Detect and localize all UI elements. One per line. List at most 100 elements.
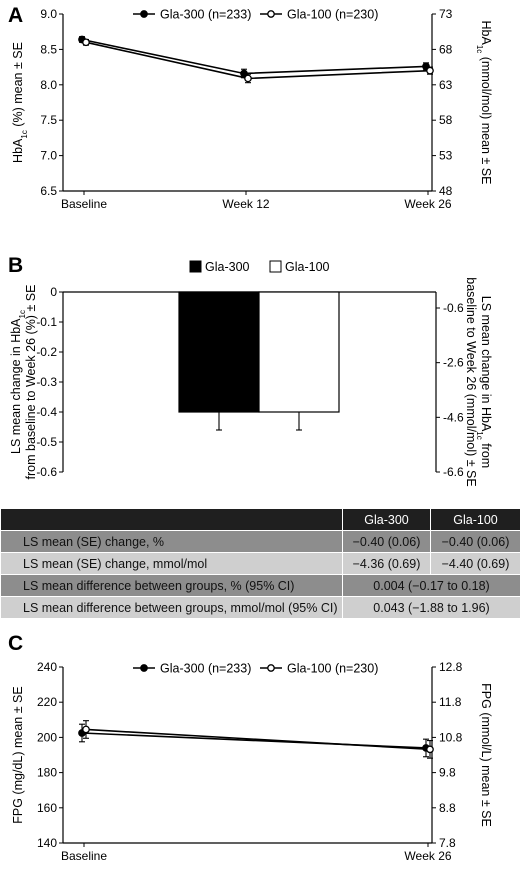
table-row-label: LS mean (SE) change, mmol/mol bbox=[0, 552, 343, 575]
bar-gla100 bbox=[258, 291, 340, 413]
y2-axis-label-sub: 1c bbox=[476, 45, 485, 53]
y2-tick-label: -4.6 bbox=[443, 410, 464, 424]
series-line-gla300 bbox=[81, 38, 427, 75]
legend-label-gla300: Gla-300 bbox=[205, 260, 250, 274]
y2-tick-label: 68 bbox=[439, 42, 453, 56]
y2-axis-label-line1: LS mean change in HbA1c from bbox=[476, 296, 494, 468]
table-row: LS mean (SE) change, mmol/mol −4.36 (0.6… bbox=[0, 552, 520, 575]
y2-tick-label: -6.6 bbox=[443, 465, 464, 479]
table-cell: −0.40 (0.06) bbox=[342, 530, 431, 553]
table-cell: 0.004 (−0.17 to 0.18) bbox=[342, 574, 520, 597]
y-tick-label: 7.5 bbox=[40, 113, 57, 127]
y-tick-label: -0.6 bbox=[36, 465, 57, 479]
y-tick-label: 140 bbox=[37, 836, 57, 850]
panel-b-chart: B -0.6 -0.5 -0.4 -0.3 -0.2 -0.1 0 -0.6 -2.6 -4.6 -6… bbox=[8, 254, 494, 487]
y2-tick-label: 12.8 bbox=[439, 660, 463, 674]
y2-tick-label: 9.8 bbox=[439, 766, 456, 780]
panel-c-chart: C 140 160 180 200 220 240 7.8 8.8 9.8 10.8 11.8 12.8… bbox=[8, 632, 493, 863]
table-header-blank bbox=[0, 508, 343, 531]
panel-letter: A bbox=[8, 4, 23, 27]
table-cell: −4.36 (0.69) bbox=[342, 552, 431, 575]
data-point-gla100 bbox=[426, 66, 434, 75]
x-tick-label: Week 26 bbox=[404, 197, 451, 211]
x-tick-label: Week 12 bbox=[222, 197, 269, 211]
y2-tick-label: 11.8 bbox=[439, 695, 462, 709]
table-row: LS mean difference between groups, % (95… bbox=[0, 574, 520, 597]
y2-tick-label: 48 bbox=[439, 184, 453, 198]
error-bar bbox=[296, 412, 302, 431]
table-cell: −0.40 (0.06) bbox=[430, 530, 520, 553]
legend-gla300-label: Gla-300 (n=233) bbox=[160, 662, 251, 676]
y2-axis-label-text: FPG (mmol/L) mean ± SE bbox=[479, 683, 493, 827]
data-point-gla100 bbox=[82, 38, 90, 47]
y-tick-label: -0.1 bbox=[36, 315, 57, 329]
y2-axis-label-rest: from bbox=[479, 440, 493, 468]
y2-tick-label: 10.8 bbox=[439, 730, 463, 744]
panel-letter: B bbox=[8, 254, 23, 277]
y2-axis-label-main: HbA bbox=[479, 21, 493, 46]
y-axis-label: FPG (mg/dL) mean ± SE bbox=[11, 686, 25, 823]
y-tick-label: -0.5 bbox=[36, 435, 57, 449]
y2-tick-label: -0.6 bbox=[443, 301, 464, 315]
data-point-gla100 bbox=[82, 725, 90, 734]
legend-gla100: Gla-100 (n=230) bbox=[260, 662, 378, 676]
legend-gla100-label: Gla-100 (n=230) bbox=[287, 662, 378, 676]
y2-tick-label: 73 bbox=[439, 7, 453, 21]
table-row-label: LS mean difference between groups, mmol/… bbox=[0, 596, 343, 619]
y-tick-label: 8.5 bbox=[40, 42, 57, 56]
y-tick-label: -0.3 bbox=[36, 375, 57, 389]
table-row-label: LS mean (SE) change, % bbox=[0, 530, 343, 553]
legend-swatch-gla100 bbox=[269, 260, 282, 273]
legend-gla300-marker bbox=[140, 664, 148, 672]
legend-gla300-label: Gla-300 (n=233) bbox=[160, 8, 251, 22]
y-axis-label-rest: (%) mean ± SE bbox=[11, 42, 25, 130]
y-tick-label: -0.4 bbox=[36, 405, 57, 419]
table-row: LS mean difference between groups, mmol/… bbox=[0, 596, 520, 619]
y2-tick-label: 8.8 bbox=[439, 801, 456, 815]
y-tick-label: 220 bbox=[37, 695, 57, 709]
y-tick-label: 8.0 bbox=[40, 78, 57, 92]
legend-gla300-marker bbox=[140, 10, 148, 18]
y2-tick-label: 58 bbox=[439, 113, 453, 127]
y-tick-label: 9.0 bbox=[40, 7, 57, 21]
legend-gla100-marker bbox=[267, 664, 275, 672]
y-tick-label: 180 bbox=[37, 766, 57, 780]
y2-axis-label: FPG (mmol/L) mean ± SE bbox=[479, 683, 493, 827]
table-header-gla300: Gla-300 bbox=[342, 508, 431, 531]
x-tick-label: Baseline bbox=[61, 849, 107, 863]
y2-tick-label: 63 bbox=[439, 78, 453, 92]
y-tick-label: 6.5 bbox=[40, 184, 57, 198]
y-axis-label-main: HbA bbox=[11, 138, 25, 163]
series-line-gla100 bbox=[85, 728, 431, 751]
y2-tick-label: -2.6 bbox=[443, 356, 464, 370]
legend-gla300: Gla-300 bbox=[189, 260, 250, 274]
y-tick-label: 7.0 bbox=[40, 149, 57, 163]
table-row-label: LS mean difference between groups, % (95… bbox=[0, 574, 343, 597]
y-axis-label-line2: from baseline to Week 26 (%) ± SE bbox=[24, 285, 38, 480]
legend-gla100: Gla-100 bbox=[269, 260, 330, 274]
table-header-row: Gla-300 Gla-100 bbox=[0, 508, 520, 531]
error-bar bbox=[216, 412, 222, 431]
y-axis-label-text: FPG (mg/dL) mean ± SE bbox=[11, 686, 25, 823]
panel-a-chart: A 6.5 7.0 7.5 8.0 8.5 9.0 48 53 58 63 68 73 Baseline W… bbox=[8, 4, 494, 211]
y2-axis-label: HbA1c (mmol/mol) mean ± SE bbox=[476, 21, 494, 185]
y2-tick-label: 7.8 bbox=[439, 836, 456, 850]
legend-gla100: Gla-100 (n=230) bbox=[260, 8, 378, 22]
y2-axis-label-sub: 1c bbox=[476, 431, 485, 439]
y-axis-label-sub: 1c bbox=[18, 310, 27, 318]
y-tick-label: -0.2 bbox=[36, 345, 57, 359]
legend-gla100-label: Gla-100 (n=230) bbox=[287, 8, 378, 22]
table-cell: −4.40 (0.69) bbox=[430, 552, 520, 575]
x-tick-label: Baseline bbox=[61, 197, 107, 211]
y-axis-label: LS mean change in HbA1cfrom baseline to … bbox=[9, 285, 38, 480]
panel-letter: C bbox=[8, 632, 23, 655]
table-cell: 0.043 (−1.88 to 1.96) bbox=[342, 596, 520, 619]
stats-table: Gla-300 Gla-100 LS mean (SE) change, % −… bbox=[0, 508, 520, 619]
legend-label-gla100: Gla-100 bbox=[285, 260, 330, 274]
legend-gla300: Gla-300 (n=233) bbox=[133, 8, 251, 22]
y-tick-label: 160 bbox=[37, 801, 57, 815]
x-tick-label: Week 26 bbox=[404, 849, 451, 863]
y2-axis-label-rest: (mmol/mol) mean ± SE bbox=[479, 53, 493, 184]
legend-gla100-marker bbox=[267, 10, 275, 18]
y-axis-label-main: LS mean change in HbA bbox=[9, 318, 23, 454]
